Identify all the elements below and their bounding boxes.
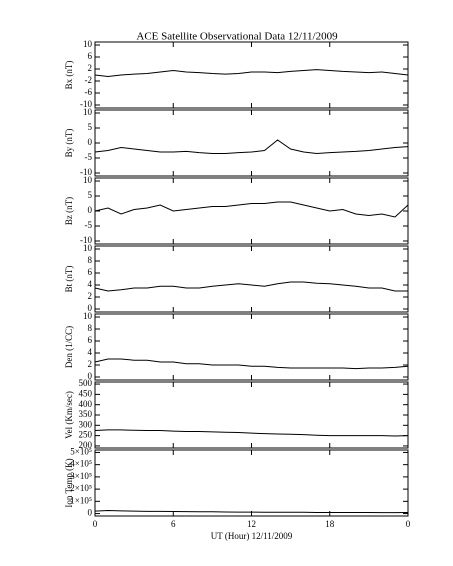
y-tick-label: 2 [88,291,93,301]
y-tick-label: 1×10⁵ [70,495,92,505]
y-tick-label: 0 [88,508,93,518]
chart-title: ACE Satellite Observational Data 12/11/2… [136,31,338,43]
panel-frame [94,109,409,177]
data-line [94,139,409,155]
y-tick-label: 4 [88,279,93,289]
y-tick-label: 10 [83,175,93,185]
x-tick-label: 18 [325,519,335,529]
y-tick-label: 2 [88,63,93,73]
y-tick-label: 6 [88,267,93,277]
y-tick-label: 10 [83,39,93,49]
panel-frame [94,245,409,313]
y-tick-label: 10 [83,243,93,253]
y-tick-label: 400 [79,399,93,409]
y-axis-label: Den (1/CC) [64,326,74,368]
y-tick-label: 0 [88,137,93,147]
data-line [94,201,409,218]
x-tick-label: 0 [93,519,98,529]
y-tick-label: -10 [80,167,92,177]
y-axis-label: Bt (nT) [64,266,74,293]
y-tick-label: -10 [80,235,92,245]
y-tick-label: 2 [88,359,93,369]
y-axis-label: Ion Temp (K) [64,458,74,507]
y-tick-label: 10 [83,311,93,321]
x-axis-label: UT (Hour) 12/11/2009 [211,531,293,541]
y-tick-label: 6 [88,335,93,345]
y-tick-label: 10 [83,107,93,117]
y-axis-label: Vel (Km/sec) [64,391,74,439]
y-tick-label: -5 [85,220,93,230]
y-tick-label: -10 [80,99,92,109]
y-tick-label: 4×10⁵ [70,459,92,469]
y-tick-label: 6 [88,51,93,61]
y-tick-label: 0 [88,371,93,381]
y-tick-label: 5 [88,190,93,200]
y-tick-label: 0 [88,303,93,313]
y-tick-label: -5 [85,152,93,162]
y-tick-label: 2×10⁵ [70,483,92,493]
y-tick-label: 4 [88,347,93,357]
y-tick-label: 350 [79,409,93,419]
panel-frame [94,449,409,517]
data-line [94,69,409,78]
y-tick-label: 8 [88,255,93,265]
y-tick-label: 450 [79,388,93,398]
x-tick-label: 0 [406,519,411,529]
panel-frame [94,177,409,245]
y-tick-label: 250 [79,430,93,440]
y-axis-label: By (nT) [64,129,74,158]
x-tick-label: 6 [171,519,176,529]
data-line [94,358,409,370]
y-tick-label: 5×10⁵ [70,447,92,457]
y-tick-label: 8 [88,323,93,333]
data-line [94,429,409,437]
y-axis-label: Bx (nT) [64,61,74,90]
panel-frame [94,381,409,449]
y-tick-label: 300 [79,419,93,429]
y-tick-label: 5 [88,122,93,132]
data-line [94,509,409,514]
y-axis-label: Bz (nT) [64,197,74,225]
panel-frame [94,41,409,109]
y-tick-label: -6 [85,87,93,97]
y-tick-label: 200 [79,440,93,450]
y-tick-label: 3×10⁵ [70,471,92,481]
panel-frame [94,313,409,381]
x-tick-label: 12 [247,519,256,529]
data-line [94,281,408,292]
y-tick-label: -2 [85,75,93,85]
y-tick-label: 0 [88,205,93,215]
y-tick-label: 500 [79,378,93,388]
